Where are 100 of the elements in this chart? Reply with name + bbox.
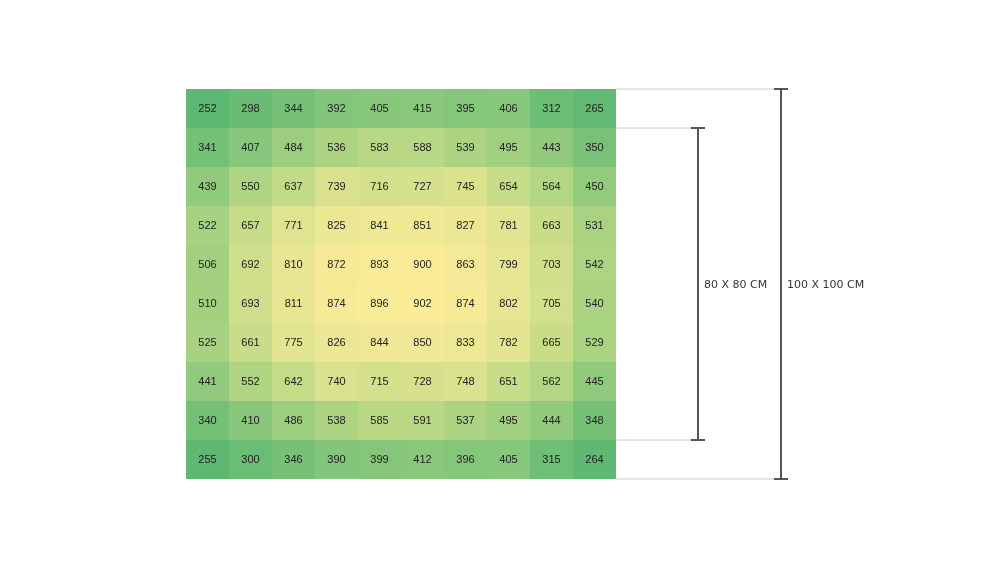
data-label: 588	[413, 141, 432, 154]
data-label: 833	[456, 336, 475, 349]
data-label: 740	[327, 375, 346, 388]
data-label: 826	[327, 336, 346, 349]
data-label: 406	[499, 102, 518, 115]
data-label: 392	[327, 102, 346, 115]
data-label: 716	[370, 180, 389, 193]
data-label: 315	[542, 453, 561, 466]
data-label: 665	[542, 336, 561, 349]
data-label: 781	[499, 219, 518, 232]
data-label: 525	[198, 336, 217, 349]
data-label: 405	[499, 453, 518, 466]
data-label: 412	[413, 453, 432, 466]
data-label: 350	[585, 141, 604, 154]
data-label: 344	[284, 102, 303, 115]
data-label: 537	[456, 414, 475, 427]
data-label: 802	[499, 297, 518, 310]
data-label: 265	[585, 102, 604, 115]
data-label: 486	[284, 414, 303, 427]
data-label: 654	[499, 180, 518, 193]
data-label: 651	[499, 375, 518, 388]
data-label: 439	[198, 180, 217, 193]
data-label: 663	[542, 219, 561, 232]
data-label: 531	[585, 219, 604, 232]
data-label: 405	[370, 102, 389, 115]
data-label: 562	[542, 375, 561, 388]
data-label: 445	[585, 375, 604, 388]
data-label: 863	[456, 258, 475, 271]
data-label: 799	[499, 258, 518, 271]
data-label: 844	[370, 336, 389, 349]
data-label: 739	[327, 180, 346, 193]
data-label: 841	[370, 219, 389, 232]
text: 80 X 80 CM	[704, 277, 768, 291]
data-label: 443	[542, 141, 561, 154]
data-label: 396	[456, 453, 475, 466]
data-label: 825	[327, 219, 346, 232]
data-label: 748	[456, 375, 475, 388]
data-label: 745	[456, 180, 475, 193]
data-label: 550	[241, 180, 260, 193]
data-label: 771	[284, 219, 303, 232]
data-label: 692	[241, 258, 260, 271]
data-label: 775	[284, 336, 303, 349]
data-label: 585	[370, 414, 389, 427]
data-label: 872	[327, 258, 346, 271]
data-label: 340	[198, 414, 217, 427]
data-label: 564	[542, 180, 561, 193]
data-label: 410	[241, 414, 260, 427]
data-label: 484	[284, 141, 303, 154]
data-label: 542	[585, 258, 604, 271]
data-label: 661	[241, 336, 260, 349]
data-label: 703	[542, 258, 561, 271]
data-label: 893	[370, 258, 389, 271]
data-label: 407	[241, 141, 260, 154]
data-label: 264	[585, 453, 604, 466]
data-label: 252	[198, 102, 217, 115]
text: 100 X 100 CM	[787, 277, 865, 291]
data-label: 900	[413, 258, 432, 271]
data-label: 341	[198, 141, 217, 154]
data-label: 495	[499, 141, 518, 154]
data-label: 727	[413, 180, 432, 193]
data-label: 657	[241, 219, 260, 232]
data-label: 851	[413, 219, 432, 232]
data-label: 637	[284, 180, 303, 193]
data-label: 506	[198, 258, 217, 271]
data-label: 782	[499, 336, 518, 349]
data-label: 536	[327, 141, 346, 154]
data-label: 728	[413, 375, 432, 388]
data-label: 255	[198, 453, 217, 466]
data-label: 300	[241, 453, 260, 466]
data-label: 540	[585, 297, 604, 310]
data-label: 522	[198, 219, 217, 232]
data-label: 312	[542, 102, 561, 115]
data-label: 642	[284, 375, 303, 388]
data-label: 390	[327, 453, 346, 466]
data-label: 538	[327, 414, 346, 427]
data-label: 705	[542, 297, 561, 310]
data-label: 529	[585, 336, 604, 349]
data-label: 415	[413, 102, 432, 115]
data-label: 495	[499, 414, 518, 427]
data-label: 510	[198, 297, 217, 310]
data-label: 395	[456, 102, 475, 115]
data-label: 874	[327, 297, 346, 310]
data-label: 693	[241, 297, 260, 310]
data-label: 715	[370, 375, 389, 388]
data-label: 591	[413, 414, 432, 427]
data-label: 399	[370, 453, 389, 466]
data-label: 850	[413, 336, 432, 349]
data-label: 552	[241, 375, 260, 388]
data-label: 346	[284, 453, 303, 466]
data-label: 348	[585, 414, 604, 427]
data-label: 896	[370, 297, 389, 310]
data-label: 810	[284, 258, 303, 271]
data-label: 444	[542, 414, 561, 427]
data-label: 811	[284, 297, 303, 310]
data-label: 827	[456, 219, 475, 232]
data-label: 539	[456, 141, 475, 154]
data-label: 450	[585, 180, 604, 193]
data-label: 441	[198, 375, 217, 388]
data-label: 298	[241, 102, 260, 115]
data-label: 902	[413, 297, 432, 310]
